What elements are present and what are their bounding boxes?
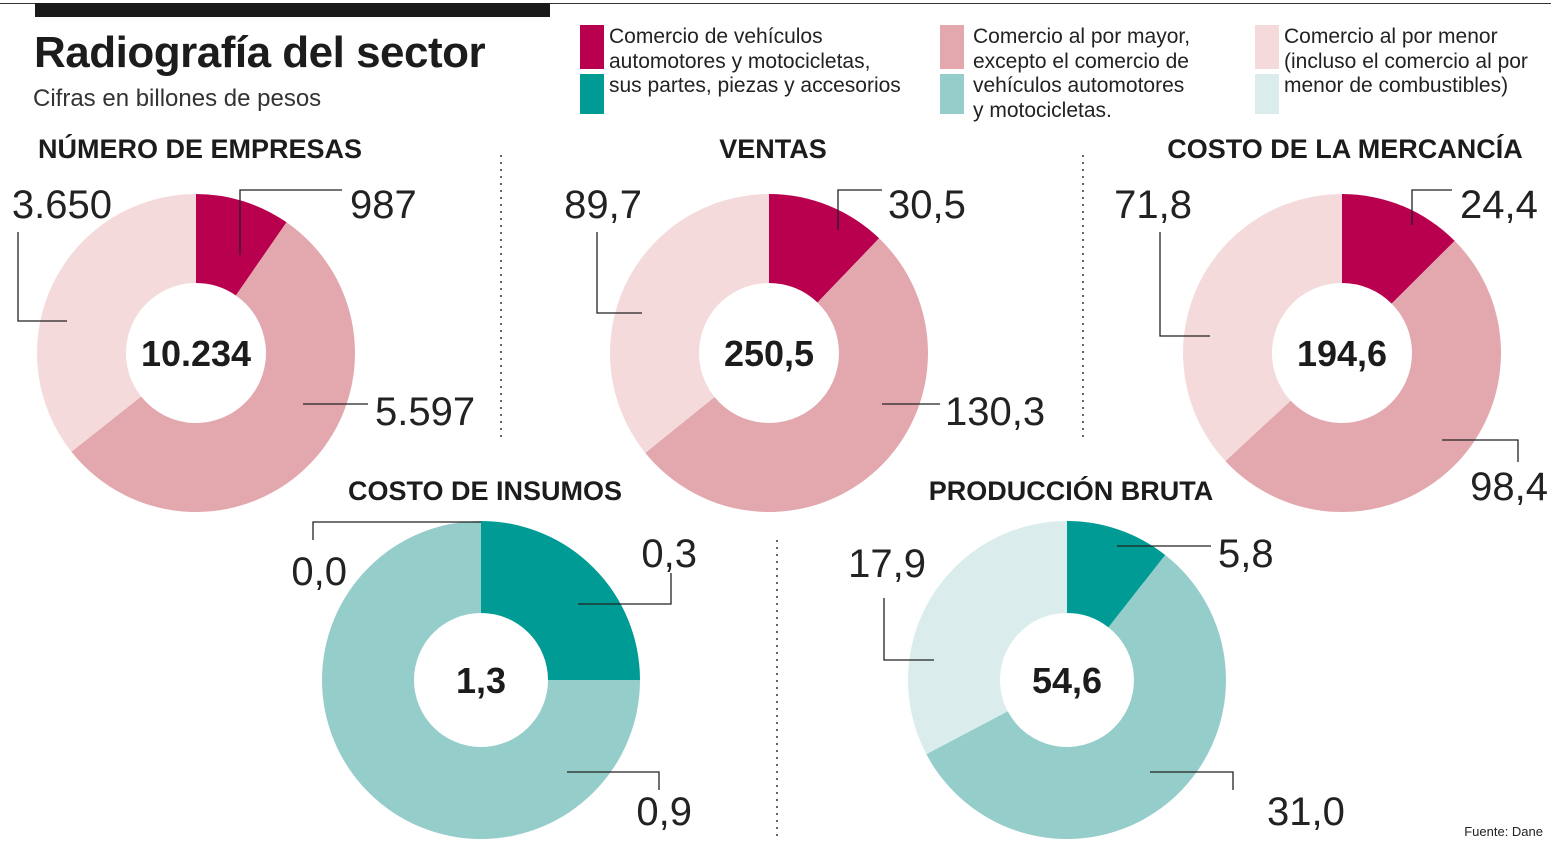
produccion-bruta-value-label-1: 31,0 bbox=[1267, 790, 1345, 834]
costo-de-insumos-value-label-1: 0,9 bbox=[636, 790, 692, 834]
costo-de-la-mercancia-leader-2 bbox=[1159, 232, 1210, 337]
legend-swatch-menor-red bbox=[1255, 25, 1279, 69]
costo-de-la-mercancia-slice-1 bbox=[1225, 240, 1502, 513]
top-rule bbox=[0, 3, 1551, 4]
produccion-bruta-leader-2 bbox=[883, 598, 934, 661]
produccion-bruta-value-label-2: 17,9 bbox=[848, 542, 926, 586]
produccion-bruta-slice-2 bbox=[908, 521, 1067, 755]
numero-de-empresas-slice-1 bbox=[71, 222, 356, 513]
costo-de-la-mercancia-leader-0 bbox=[1411, 189, 1452, 225]
costo-de-la-mercancia-value-label-0: 24,4 bbox=[1460, 183, 1538, 227]
costo-de-insumos-total: 1,3 bbox=[456, 660, 506, 701]
produccion-bruta-leader-1 bbox=[1150, 771, 1234, 790]
ventas-title: VENTAS bbox=[719, 134, 827, 164]
costo-de-insumos-slice-1 bbox=[322, 521, 640, 839]
ventas-leader-2 bbox=[596, 232, 642, 314]
numero-de-empresas-slice-0 bbox=[196, 194, 287, 296]
costo-de-la-mercancia-slice-0 bbox=[1342, 194, 1455, 304]
numero-de-empresas-leader-0 bbox=[239, 189, 342, 255]
legend-swatch-mayor-red bbox=[940, 25, 964, 69]
costo-de-insumos-value-label-0: 0,3 bbox=[641, 532, 697, 576]
ventas-slice-0 bbox=[769, 194, 880, 303]
legend-swatch-mayor-teal bbox=[940, 74, 964, 114]
costo-de-la-mercancia-slice-2 bbox=[1183, 194, 1342, 462]
ventas-total: 250,5 bbox=[724, 333, 814, 374]
legend-swatch-vehiculos-red bbox=[580, 25, 604, 69]
produccion-bruta-value-label-0: 5,8 bbox=[1218, 532, 1274, 576]
legend-label-menor: Comercio al por menor (incluso el comerc… bbox=[1284, 25, 1528, 97]
produccion-bruta-slice-1 bbox=[926, 555, 1227, 840]
page-title: Radiografía del sector bbox=[34, 28, 486, 77]
costo-de-insumos-title: COSTO DE INSUMOS bbox=[348, 476, 622, 506]
legend-swatch-vehiculos-teal bbox=[580, 74, 604, 114]
costo-de-insumos-value-label-2: 0,0 bbox=[291, 550, 347, 594]
legend-label-mayor: Comercio al por mayor, excepto el comerc… bbox=[973, 25, 1191, 122]
ventas-value-label-2: 89,7 bbox=[564, 183, 642, 227]
costo-de-insumos-slice-0 bbox=[481, 521, 640, 680]
costo-de-la-mercancia-title: COSTO DE LA MERCANCÍA bbox=[1167, 133, 1523, 164]
numero-de-empresas-slice-2 bbox=[37, 194, 197, 452]
page-subtitle: Cifras en billones de pesos bbox=[33, 85, 322, 112]
costo-de-la-mercancia-leader-1 bbox=[1442, 439, 1519, 462]
ventas-slice-2 bbox=[609, 194, 769, 453]
ventas-value-label-0: 30,5 bbox=[888, 183, 966, 227]
costo-de-la-mercancia-value-label-1: 98,4 bbox=[1470, 465, 1548, 509]
title-bar bbox=[35, 3, 550, 17]
produccion-bruta-total: 54,6 bbox=[1032, 660, 1102, 701]
numero-de-empresas-total: 10.234 bbox=[141, 333, 251, 374]
legend-swatch-menor-teal bbox=[1255, 74, 1279, 114]
ventas-slice-1 bbox=[645, 238, 928, 512]
produccion-bruta-title: PRODUCCIÓN BRUTA bbox=[929, 475, 1214, 506]
legend-label-vehiculos: Comercio de vehículos automotores y moto… bbox=[609, 25, 901, 97]
ventas-leader-0 bbox=[837, 189, 882, 230]
ventas-value-label-1: 130,3 bbox=[945, 390, 1045, 434]
costo-de-insumos-leader-2 bbox=[312, 521, 481, 540]
costo-de-insumos-leader-0 bbox=[578, 573, 672, 605]
numero-de-empresas-leader-2 bbox=[17, 232, 67, 322]
numero-de-empresas-value-label-2: 3.650 bbox=[12, 183, 112, 227]
produccion-bruta-slice-0 bbox=[1067, 521, 1166, 628]
numero-de-empresas-title: NÚMERO DE EMPRESAS bbox=[38, 133, 362, 164]
costo-de-la-mercancia-value-label-2: 71,8 bbox=[1114, 183, 1192, 227]
costo-de-la-mercancia-total: 194,6 bbox=[1297, 333, 1387, 374]
source-note: Fuente: Dane bbox=[1464, 824, 1543, 839]
costo-de-insumos-leader-1 bbox=[567, 771, 660, 790]
numero-de-empresas-value-label-1: 5.597 bbox=[375, 390, 475, 434]
numero-de-empresas-value-label-0: 987 bbox=[350, 183, 417, 227]
